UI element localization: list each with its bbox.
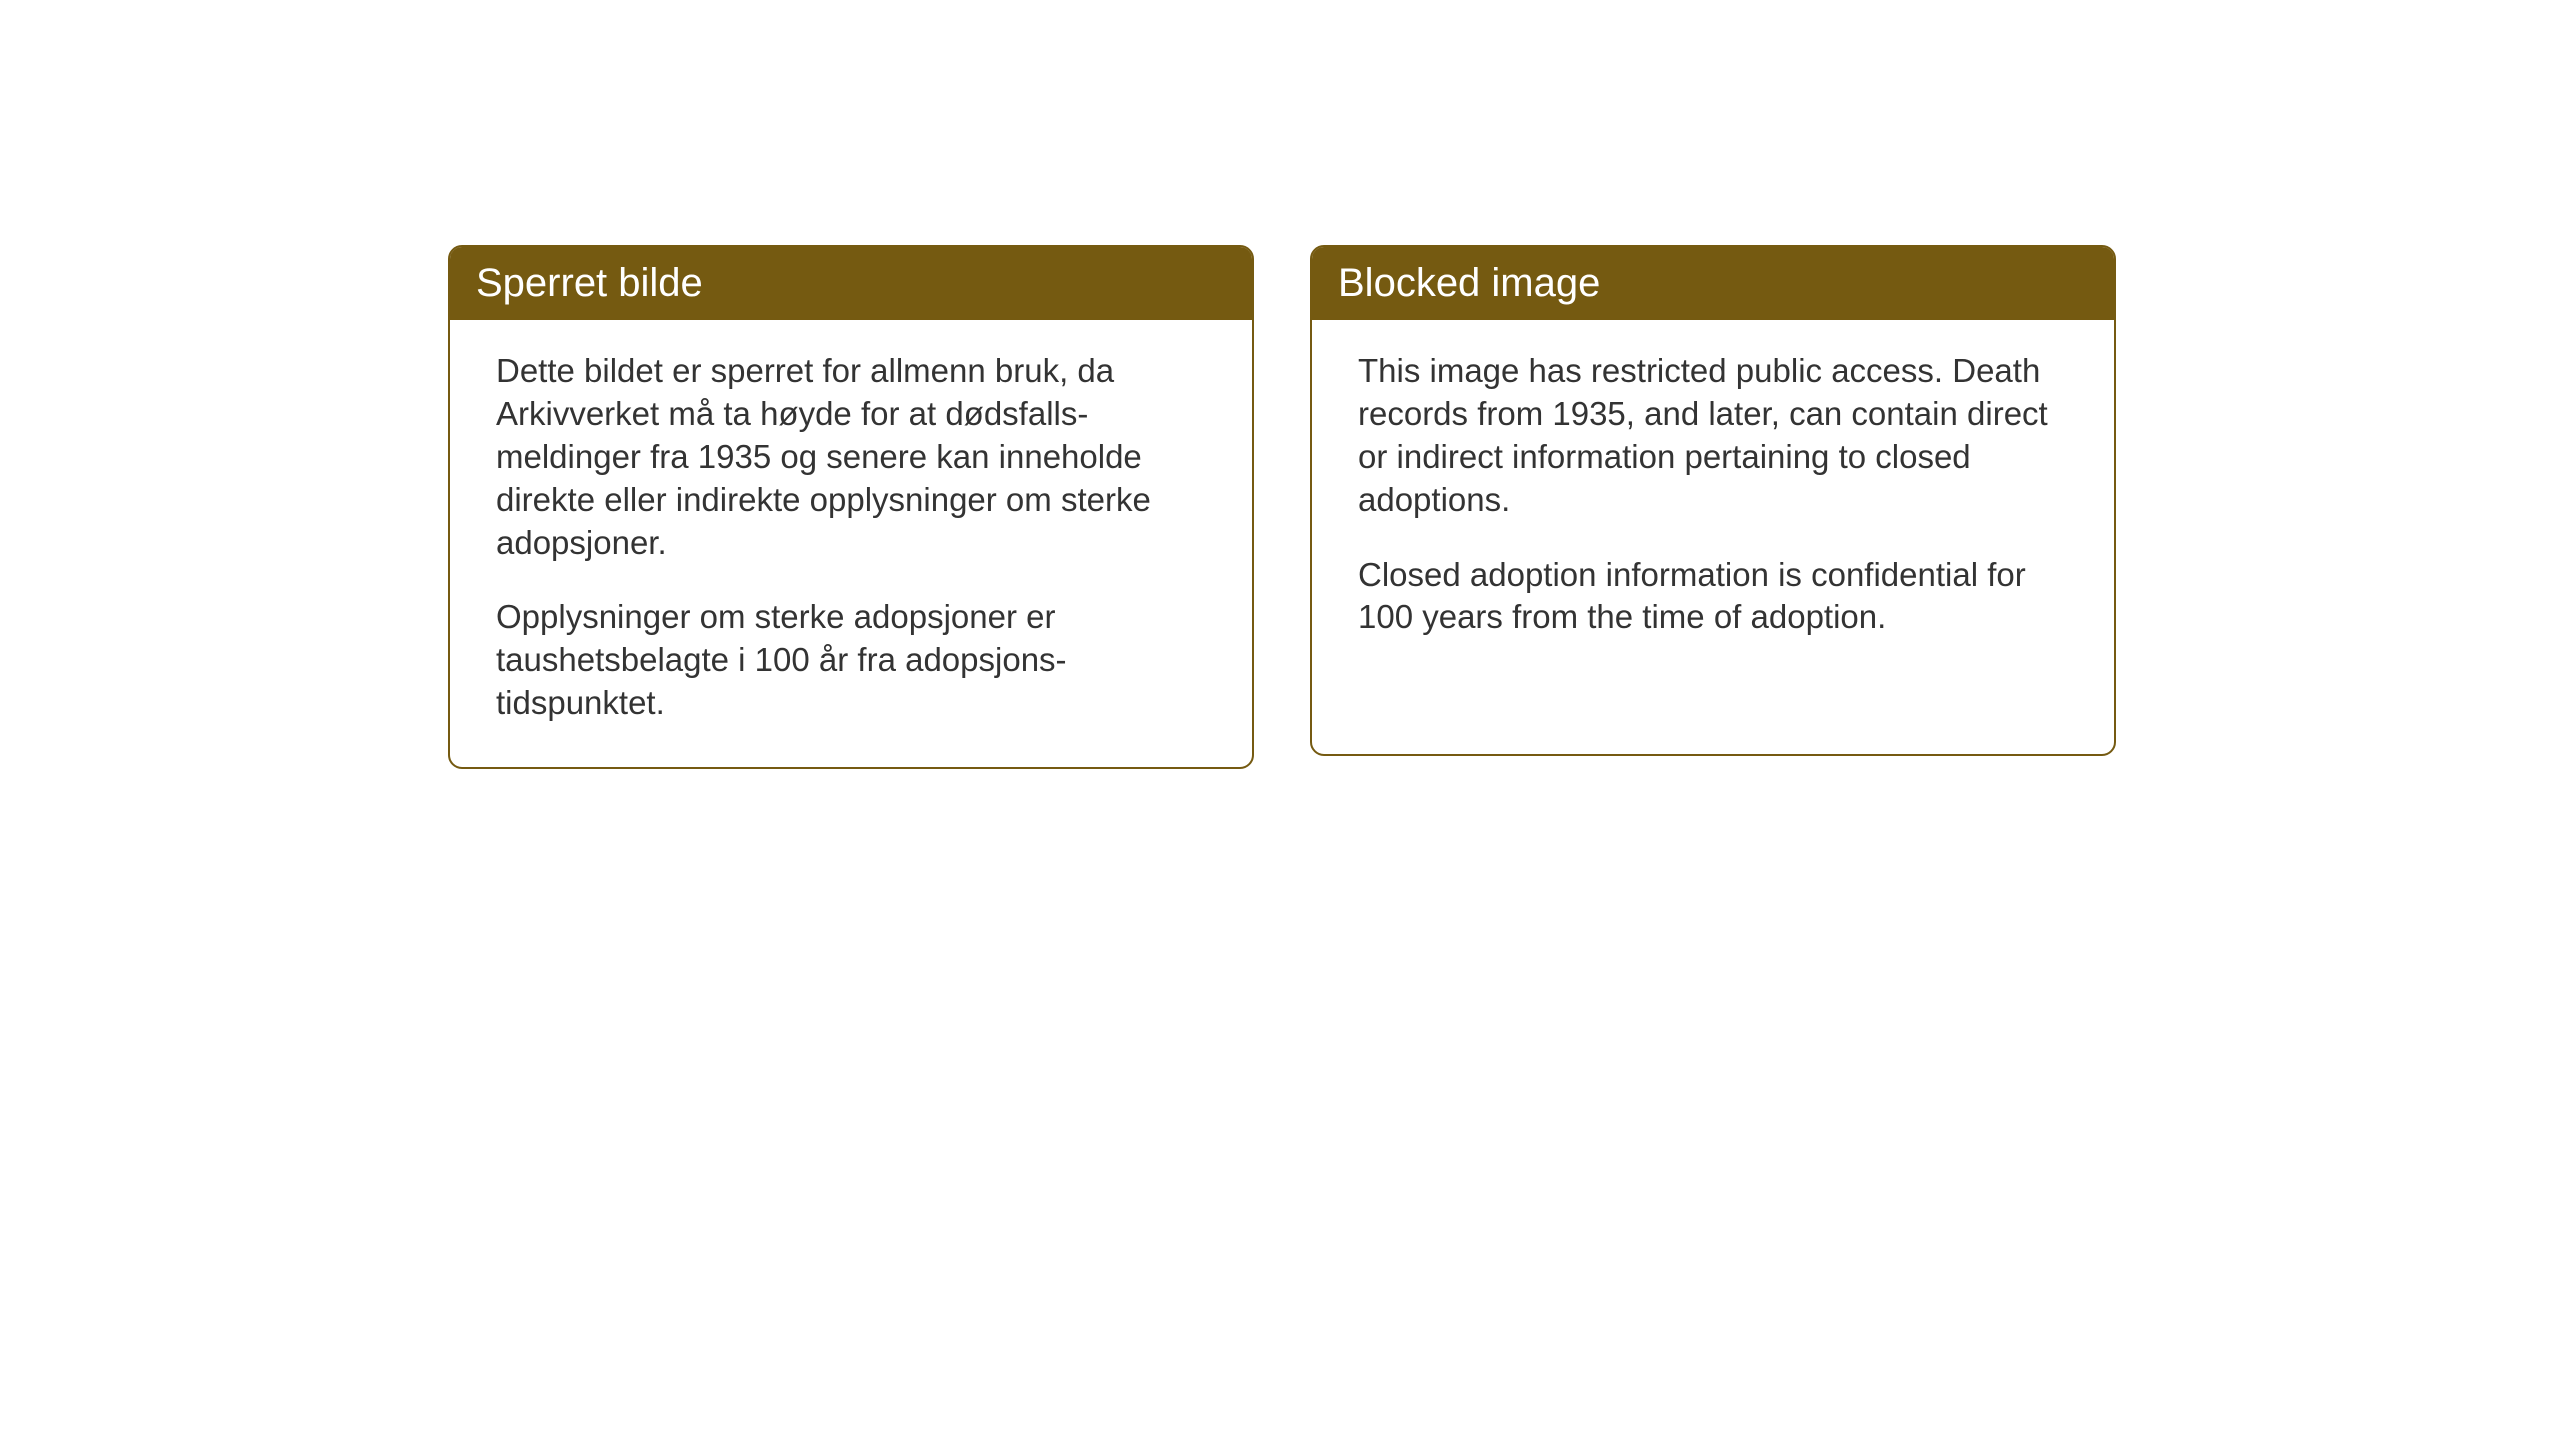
card-body-english: This image has restricted public access.… bbox=[1312, 320, 2114, 681]
card-body-norwegian: Dette bildet er sperret for allmenn bruk… bbox=[450, 320, 1252, 767]
card-header-norwegian: Sperret bilde bbox=[450, 247, 1252, 320]
notice-card-english: Blocked image This image has restricted … bbox=[1310, 245, 2116, 756]
paragraph-english-1: This image has restricted public access.… bbox=[1358, 350, 2068, 522]
paragraph-norwegian-2: Opplysninger om sterke adopsjoner er tau… bbox=[496, 596, 1206, 725]
notice-cards-container: Sperret bilde Dette bildet er sperret fo… bbox=[448, 245, 2560, 769]
paragraph-norwegian-1: Dette bildet er sperret for allmenn bruk… bbox=[496, 350, 1206, 564]
card-header-english: Blocked image bbox=[1312, 247, 2114, 320]
notice-card-norwegian: Sperret bilde Dette bildet er sperret fo… bbox=[448, 245, 1254, 769]
paragraph-english-2: Closed adoption information is confident… bbox=[1358, 554, 2068, 640]
